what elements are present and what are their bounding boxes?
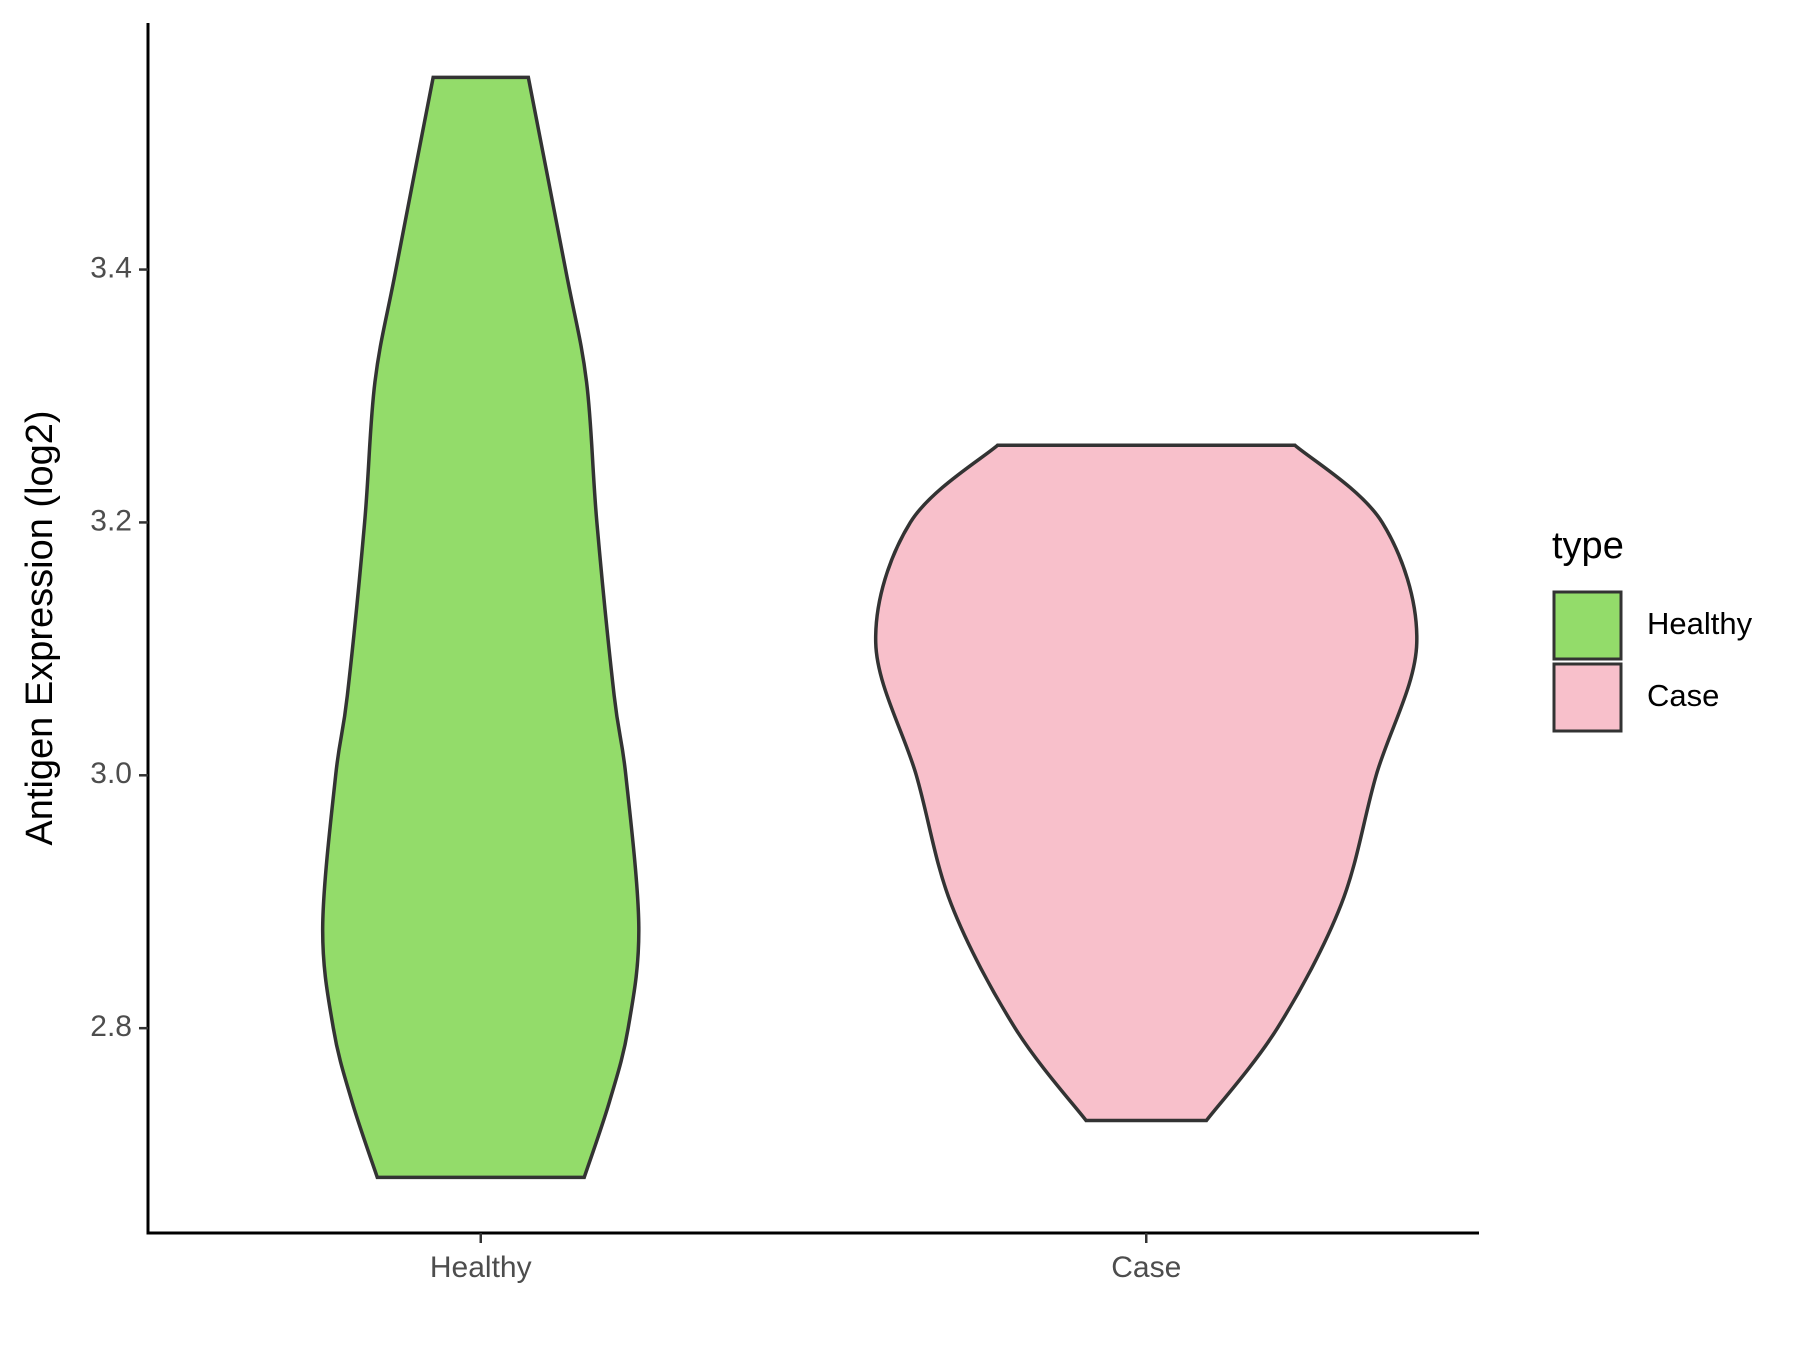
legend-label: Case <box>1647 678 1719 713</box>
y-tick-label: 3.0 <box>90 757 132 790</box>
violin <box>873 443 1419 1123</box>
legend-key <box>1552 590 1623 661</box>
legend-label: Healthy <box>1647 606 1753 641</box>
x-tick-label: Healthy <box>430 1251 532 1284</box>
legend-title: type <box>1552 525 1624 567</box>
legend-key <box>1552 662 1623 733</box>
y-tick-label: 3.2 <box>90 504 132 537</box>
y-axis-title: Antigen Expression (log2) <box>19 410 61 845</box>
y-tick-label: 3.4 <box>90 251 132 284</box>
violin <box>320 75 641 1180</box>
x-tick-label: Case <box>1111 1251 1181 1284</box>
y-tick-label: 2.8 <box>90 1010 132 1043</box>
